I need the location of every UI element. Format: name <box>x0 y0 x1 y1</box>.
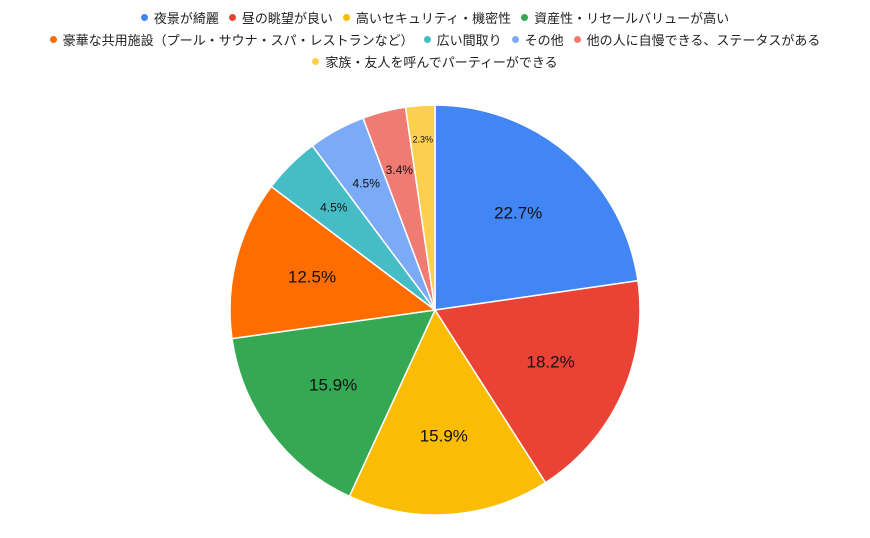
legend-item: 高いセキュリティ・機密性 <box>342 8 512 27</box>
legend-label: 昼の眺望が良い <box>241 11 333 27</box>
legend-row-1: 夜景が綺麗 昼の眺望が良い 高いセキュリティ・機密性 資産性・リセールバリューが… <box>0 6 870 28</box>
pie-slice <box>348 308 547 516</box>
slice-percent-label: 4.5% <box>320 200 348 214</box>
pie-slice <box>434 104 639 311</box>
legend-item: 夜景が綺麗 <box>140 8 219 27</box>
legend-label: 豪華な共用施設（プール・サウナ・スパ・レストランなど） <box>62 33 414 49</box>
slice-percent-label: 12.5% <box>288 268 336 287</box>
legend-item: 他の人に自慢できる、ステータスがある <box>573 30 821 49</box>
pie-slice <box>433 279 641 484</box>
slice-percent-label: 2.3% <box>412 135 433 145</box>
legend-swatch <box>140 13 148 21</box>
chart-legend: 夜景が綺麗 昼の眺望が良い 高いセキュリティ・機密性 資産性・リセールバリューが… <box>0 6 870 72</box>
legend-item: 広い間取り <box>423 30 502 49</box>
pie-slice <box>231 309 437 498</box>
legend-item: 資産性・リセールバリューが高い <box>521 8 729 27</box>
legend-row-3: 家族・友人を呼んでパーティーができる <box>0 50 870 72</box>
legend-swatch <box>521 13 529 21</box>
legend-item: 昼の眺望が良い <box>228 8 333 27</box>
legend-label: 家族・友人を呼んでパーティーができる <box>325 55 558 71</box>
legend-swatch <box>312 57 320 65</box>
legend-label: 資産性・リセールバリューが高い <box>534 11 730 27</box>
legend-row-2: 豪華な共用施設（プール・サウナ・スパ・レストランなど） 広い間取り その他 他の… <box>0 28 870 50</box>
legend-swatch <box>423 35 431 43</box>
legend-swatch <box>342 13 350 21</box>
legend-swatch <box>573 35 581 43</box>
legend-item: 家族・友人を呼んでパーティーができる <box>312 52 558 71</box>
legend-item: 豪華な共用施設（プール・サウナ・スパ・レストランなど） <box>49 30 414 49</box>
legend-label: 高いセキュリティ・機密性 <box>355 11 512 27</box>
legend-label: その他 <box>524 33 564 49</box>
legend-swatch <box>228 13 236 21</box>
slice-percent-label: 4.5% <box>353 176 381 190</box>
legend-label: 他の人に自慢できる、ステータスがある <box>586 33 821 49</box>
slice-percent-label: 22.7% <box>494 203 542 222</box>
legend-item: その他 <box>511 30 564 49</box>
legend-label: 広い間取り <box>436 33 502 49</box>
slice-percent-label: 18.2% <box>526 352 574 371</box>
slice-percent-label: 15.9% <box>309 375 357 394</box>
pie-slice <box>404 104 436 311</box>
slice-percent-label: 3.4% <box>386 163 414 177</box>
pie-slice <box>229 185 437 340</box>
slice-percent-label: 15.9% <box>420 426 468 445</box>
legend-swatch <box>511 35 519 43</box>
legend-label: 夜景が綺麗 <box>153 11 219 27</box>
legend-swatch <box>49 35 57 43</box>
